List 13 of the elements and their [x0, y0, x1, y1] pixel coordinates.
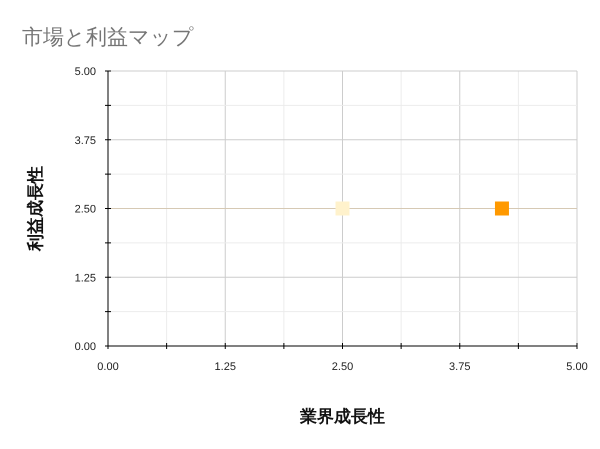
y-tick-label: 3.75 [74, 134, 96, 147]
x-tick-label: 1.25 [214, 361, 236, 373]
y-tick-label: 0.00 [74, 341, 96, 353]
x-tick-label: 5.00 [566, 361, 588, 373]
chart-title: 市場と利益マップ [22, 26, 194, 49]
x-tick-label: 2.50 [332, 361, 354, 373]
x-axis-title: 業界成長性 [299, 407, 385, 426]
y-tick-label: 1.25 [74, 272, 96, 284]
y-tick-label: 2.50 [74, 204, 96, 216]
x-tick-label: 0.00 [97, 361, 119, 373]
x-tick-label: 3.75 [449, 361, 470, 373]
y-axis-title: 利益成長性 [26, 166, 45, 252]
y-tick-label: 5.00 [74, 66, 96, 78]
